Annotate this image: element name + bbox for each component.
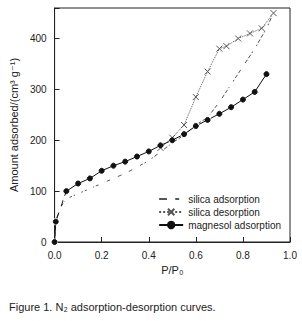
svg-text:0.0: 0.0 xyxy=(48,250,62,261)
svg-text:silica desorption: silica desorption xyxy=(188,207,260,218)
svg-text:100: 100 xyxy=(30,186,47,197)
svg-text:Figure 1. N₂ adsorption-desorp: Figure 1. N₂ adsorption-desorption curve… xyxy=(9,301,216,313)
svg-text:P/P₀: P/P₀ xyxy=(161,264,183,276)
svg-text:1.0: 1.0 xyxy=(283,250,297,261)
svg-text:300: 300 xyxy=(30,84,47,95)
svg-text:0.8: 0.8 xyxy=(236,250,250,261)
svg-text:0.6: 0.6 xyxy=(189,250,203,261)
svg-text:0: 0 xyxy=(41,237,47,248)
svg-text:silica adsorption: silica adsorption xyxy=(188,194,260,205)
svg-text:Amount adsorbed/(cm³ g⁻¹): Amount adsorbed/(cm³ g⁻¹) xyxy=(8,58,20,192)
svg-text:0.2: 0.2 xyxy=(95,250,109,261)
svg-text:0.4: 0.4 xyxy=(142,250,156,261)
svg-text:400: 400 xyxy=(30,33,47,44)
svg-text:magnesol adsorption: magnesol adsorption xyxy=(188,220,281,231)
svg-text:200: 200 xyxy=(30,135,47,146)
